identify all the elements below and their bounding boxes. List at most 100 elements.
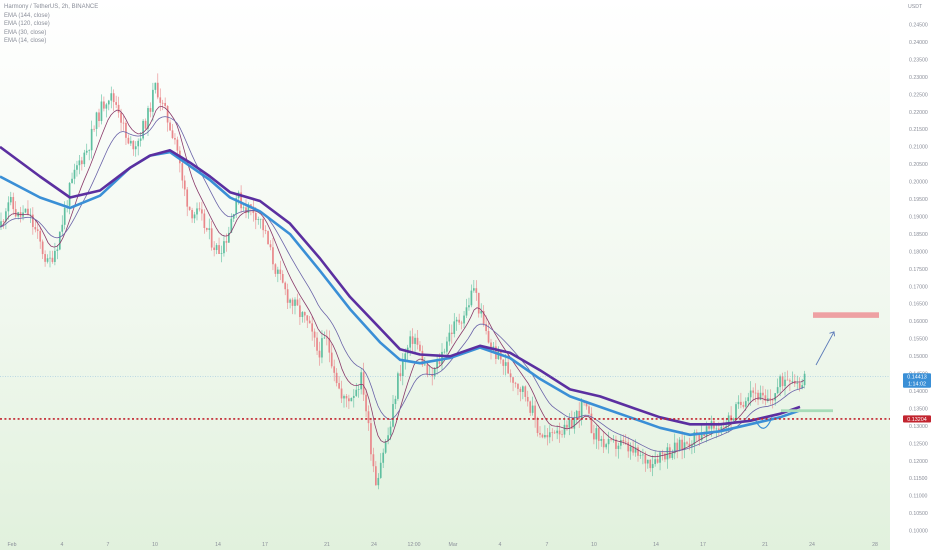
candle-body	[36, 229, 39, 231]
candle-body	[693, 432, 696, 446]
candle-body	[512, 377, 514, 383]
x-tick-label: 7	[546, 542, 549, 548]
legend-ema-144[interactable]: EMA (144, close)	[4, 12, 50, 19]
legend-ema-120[interactable]: EMA (120, close)	[4, 21, 50, 28]
candle-body	[2, 221, 5, 222]
x-tick-label: 4	[61, 542, 64, 548]
candle-body	[12, 196, 15, 210]
x-tick-label: 21	[762, 542, 768, 548]
candle-body	[779, 376, 781, 388]
candle-body	[215, 245, 218, 251]
candle-body	[218, 245, 220, 254]
price-axis[interactable]: 0.24500 0.24000 0.23500 0.23000 0.22500 0.220…	[908, 4, 928, 535]
countdown-label: 1:14:02	[908, 381, 926, 387]
candle-body	[301, 312, 304, 318]
candle-body	[789, 380, 791, 382]
candle-body	[44, 254, 46, 262]
y-tick-label: 0.10500	[909, 511, 928, 517]
y-tick-label: 0.19500	[909, 197, 928, 203]
candle-body	[798, 383, 801, 389]
legend-ema-14[interactable]: EMA (14, close)	[4, 38, 47, 45]
candle-body	[639, 455, 642, 456]
candle-body	[161, 102, 164, 104]
x-tick-label: 7	[107, 542, 110, 548]
x-tick-label: 14	[653, 542, 659, 548]
candle-body	[529, 401, 532, 413]
candle-body	[593, 433, 595, 440]
candle-body	[76, 165, 78, 170]
candle-body	[468, 305, 470, 308]
x-tick-label: 17	[700, 542, 706, 548]
candle-body	[730, 415, 732, 421]
candle-body	[465, 307, 468, 316]
candle-body	[531, 405, 534, 413]
time-axis[interactable]: Feb 4 7 10 14 17 21 24 12:00 Mar 4 7 10 14 17 21 24 28	[8, 542, 878, 548]
candle-body	[475, 288, 478, 293]
candle-body	[323, 337, 326, 339]
candle-body	[382, 452, 385, 463]
candle-body	[473, 288, 475, 291]
candle-body	[9, 196, 12, 203]
x-tick-label: 14	[215, 542, 221, 548]
candle-body	[78, 160, 81, 166]
candle-body	[318, 350, 321, 358]
candle-body	[367, 411, 370, 424]
candle-body	[355, 389, 358, 396]
candle-body	[568, 419, 571, 428]
candle-body	[732, 418, 735, 421]
pullback-curve	[755, 417, 773, 429]
candle-body	[764, 395, 767, 401]
candle-body	[196, 208, 198, 215]
candle-body	[235, 198, 238, 215]
candle-body	[392, 404, 394, 427]
candle-body	[796, 383, 799, 384]
candle-body	[210, 228, 213, 248]
candle-body	[426, 364, 429, 375]
candle-body	[313, 331, 316, 338]
legend-ema-30[interactable]: EMA (30, close)	[4, 29, 47, 36]
y-tick-label: 0.20000	[909, 180, 928, 186]
x-tick-label: 10	[152, 542, 158, 548]
candle-body	[171, 130, 174, 138]
chart-title[interactable]: Harmony / TetherUS, 2h, BINANCE	[4, 4, 99, 10]
candle-body	[526, 396, 529, 402]
candle-body	[294, 299, 296, 306]
x-tick-label: 4	[499, 542, 502, 548]
candle-body	[727, 415, 730, 426]
candle-body	[242, 207, 245, 209]
candle-body	[463, 315, 465, 324]
candle-body	[259, 218, 262, 220]
candle-body	[372, 454, 375, 467]
candle-body	[7, 202, 10, 212]
candle-body	[446, 341, 448, 352]
candle-body	[514, 382, 517, 384]
y-tick-label: 0.14000	[909, 389, 928, 395]
candle-body	[279, 269, 282, 275]
candle-body	[414, 337, 416, 344]
candle-body	[673, 442, 676, 454]
candle-body	[646, 459, 649, 464]
candle-body	[134, 146, 137, 150]
candle-body	[81, 160, 83, 165]
y-tick-label: 0.17000	[909, 284, 928, 290]
candle-body	[654, 459, 656, 465]
candle-body	[299, 305, 301, 318]
candle-body	[122, 122, 125, 124]
candle-body	[56, 249, 59, 251]
y-tick-label: 0.22500	[909, 92, 928, 98]
candle-body	[740, 401, 742, 406]
candle-body	[404, 353, 407, 362]
candle-body	[71, 178, 73, 183]
x-tick-label: 10	[591, 542, 597, 548]
candle-body	[306, 315, 309, 321]
candle-body	[561, 434, 563, 436]
candle-body	[517, 383, 519, 389]
candle-body	[370, 423, 372, 455]
candle-body	[703, 433, 705, 437]
candle-body	[774, 393, 777, 401]
y-tick-label: 0.22000	[909, 110, 928, 116]
candle-body	[691, 445, 693, 447]
